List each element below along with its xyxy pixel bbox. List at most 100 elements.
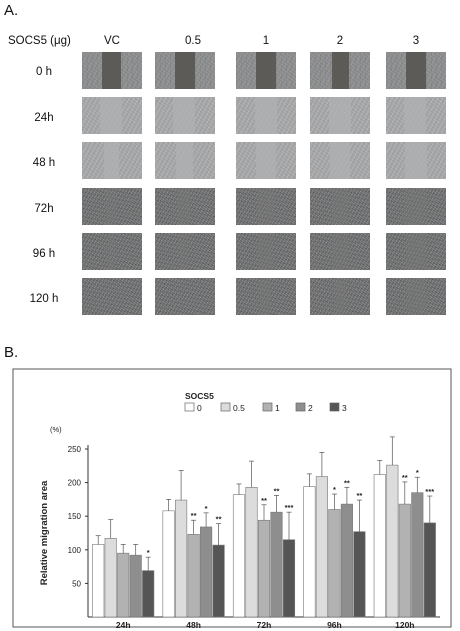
y-tick-label: 100 (68, 546, 82, 555)
micrograph (386, 52, 446, 89)
x-tick-label: 120h (395, 620, 414, 630)
x-tick-label: 48h (186, 620, 201, 630)
row-label-96h: 96 h (32, 248, 56, 260)
micrograph (82, 278, 142, 315)
row-label-0h: 0 h (36, 66, 52, 78)
panel-a-label: A. (4, 2, 19, 19)
legend-label-0: 0 (197, 403, 202, 413)
bar-24h-3 (142, 570, 155, 618)
x-tick-label: 96h (327, 620, 342, 630)
micrograph (82, 52, 142, 89)
bar-120h-3 (423, 522, 436, 618)
micrograph (82, 142, 142, 179)
x-tick-label: 24h (116, 620, 131, 630)
micrograph (310, 233, 370, 270)
significance-mark: *** (285, 503, 294, 512)
micrograph (155, 97, 215, 134)
micrograph (386, 142, 446, 179)
column-header-0-5: 0.5 (185, 35, 201, 47)
micrograph (155, 52, 215, 89)
row-label-24h: 24h (34, 112, 54, 124)
significance-mark: ** (216, 515, 222, 524)
bar-72h-3 (282, 539, 296, 618)
micrograph (386, 97, 446, 134)
bar-48h-0 (162, 510, 175, 618)
bar-96h-2 (340, 503, 353, 618)
legend-label-0.5: 0.5 (233, 403, 245, 413)
significance-mark: * (416, 468, 419, 477)
chart-frame (12, 368, 452, 628)
y-tick-label: 50 (72, 579, 81, 588)
row-header: SOCS5 (μg) (8, 35, 71, 47)
bar-48h-2 (200, 526, 213, 618)
row-label-72h: 72h (34, 203, 54, 215)
bar-120h-0 (373, 474, 386, 618)
y-tick-label: 150 (68, 512, 82, 521)
micrograph (386, 188, 446, 225)
bar-96h-1 (328, 509, 341, 618)
micrograph (82, 233, 142, 270)
bar-120h-1 (398, 503, 411, 618)
legend-swatch-2 (295, 402, 306, 412)
significance-mark: *** (425, 487, 434, 496)
panel-b-label: B. (4, 344, 19, 361)
bar-96h-3 (353, 531, 366, 618)
bar-24h-1 (117, 552, 130, 618)
micrograph (310, 142, 370, 179)
significance-mark: ** (274, 486, 280, 495)
bar-48h-3 (212, 544, 225, 618)
bar-120h-0.5 (386, 464, 399, 618)
significance-mark: ** (356, 491, 362, 500)
micrograph (82, 97, 142, 134)
row-label-48h: 48 h (32, 157, 56, 169)
significance-mark: * (205, 504, 208, 513)
y-tick-label: 250 (68, 445, 82, 454)
column-header-vc: VC (104, 35, 120, 47)
micrograph (386, 278, 446, 315)
bar-96h-0 (303, 486, 316, 618)
bar-24h-0.5 (104, 538, 117, 618)
legend-swatch-0.5 (220, 402, 231, 412)
micrograph (155, 278, 215, 315)
bar-48h-0.5 (175, 499, 188, 618)
y-axis-title: Relative migration area (39, 480, 50, 585)
micrograph (236, 233, 296, 270)
micrograph (236, 188, 296, 225)
micrograph (236, 278, 296, 315)
legend-label-2: 2 (308, 403, 313, 413)
bar-72h-0.5 (245, 487, 258, 618)
significance-mark: * (147, 548, 150, 557)
micrograph (236, 52, 296, 89)
legend-swatch-1 (262, 402, 273, 412)
bar-48h-1 (187, 534, 200, 618)
bar-72h-2 (270, 511, 283, 618)
micrograph (155, 188, 215, 225)
bar-72h-0 (232, 494, 246, 618)
significance-mark: ** (402, 473, 408, 482)
significance-mark: * (333, 485, 336, 494)
significance-mark: ** (191, 511, 197, 520)
legend-label-1: 1 (275, 403, 280, 413)
micrograph (155, 142, 215, 179)
significance-mark: ** (261, 496, 267, 505)
bar-24h-2 (129, 554, 142, 618)
migration-bar-chart: 50 100 150 200 250 Relative migration area (%)… (12, 368, 452, 630)
micrograph (310, 52, 370, 89)
row-label-120h: 120 h (29, 293, 59, 305)
micrograph (310, 278, 370, 315)
legend-swatch-0 (184, 402, 195, 412)
significance-mark: ** (344, 478, 350, 487)
y-tick-label: 200 (68, 479, 82, 488)
micrograph (236, 142, 296, 179)
y-axis-unit: (%) (50, 425, 62, 434)
micrograph (310, 97, 370, 134)
micrograph (82, 188, 142, 225)
legend-label-3: 3 (342, 403, 347, 413)
column-header-1: 1 (262, 35, 270, 47)
bar-120h-2 (411, 492, 424, 618)
bar-72h-1 (257, 519, 271, 618)
micrograph (155, 233, 215, 270)
legend-title: SOCS5 (185, 391, 214, 401)
bar-24h-0 (92, 544, 105, 618)
legend-swatch-3 (329, 402, 340, 412)
